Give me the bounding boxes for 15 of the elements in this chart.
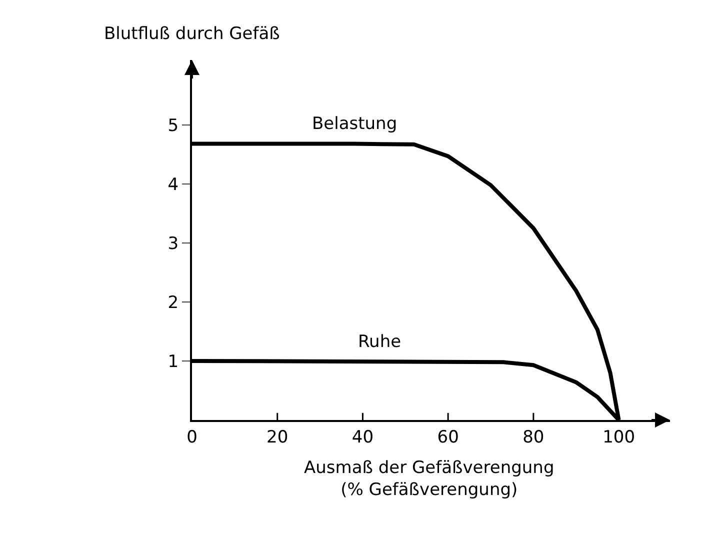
x-tick-label: 80 [522,427,544,448]
x-tick-label: 0 [186,427,198,448]
y-tick-label: 1 [168,352,179,372]
x-tick-label: 40 [352,427,374,448]
y-tick-label: 2 [168,292,179,313]
y-axis-title: Blutfluß durch Gefäß [104,24,280,44]
x-tick-label: 60 [437,427,459,448]
x-tick-label: 100 [602,427,636,448]
x-axis-title: Ausmaß der Gefäßverengung (% Gefäßverengung) [304,458,554,500]
series-label: Belastung [312,114,398,134]
y-tick-label: 5 [168,116,179,136]
series-label: Ruhe [358,332,402,352]
y-tick-label: 3 [168,234,179,254]
y-tick-label: 4 [168,174,179,195]
x-tick-label: 20 [266,427,288,448]
